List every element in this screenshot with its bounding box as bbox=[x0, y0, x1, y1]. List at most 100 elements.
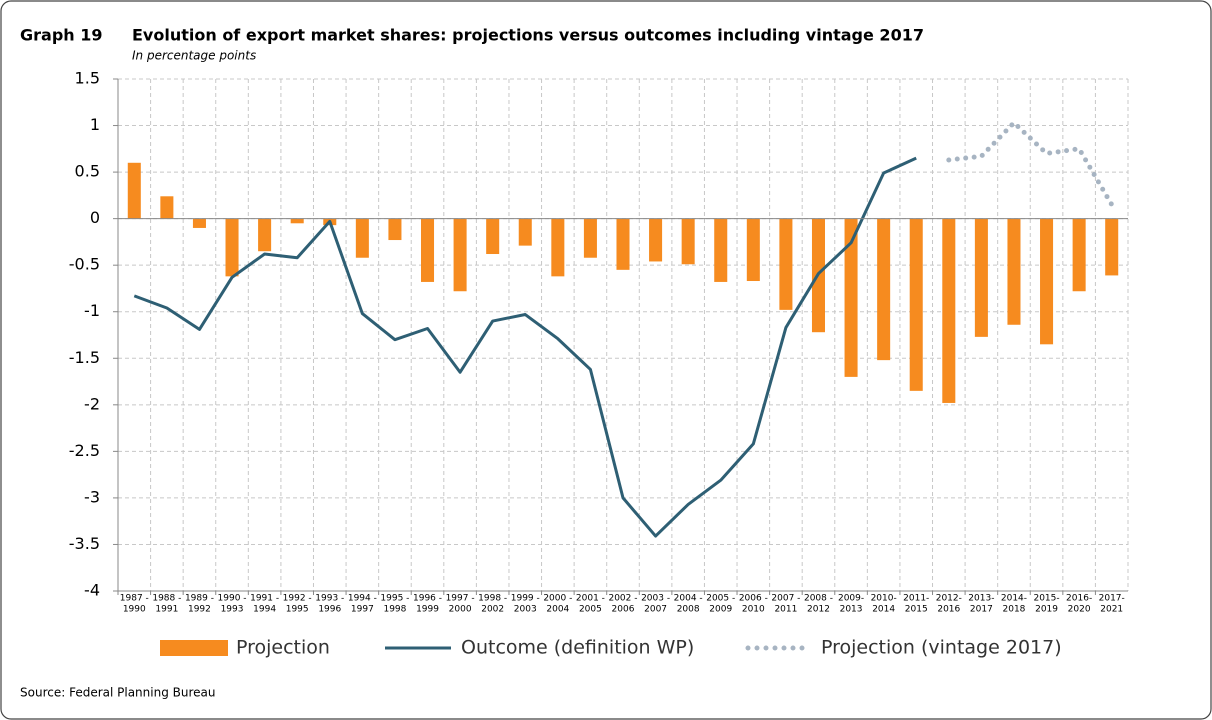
chart-subtitle: In percentage points bbox=[132, 49, 256, 63]
bar bbox=[844, 218, 858, 377]
x-tick-label: 1998 - bbox=[478, 594, 507, 604]
x-tick-label: 2010 bbox=[742, 605, 765, 615]
x-tick-label: 2017- bbox=[1099, 594, 1125, 604]
x-tick-label: 2001 - bbox=[576, 594, 605, 604]
axes: 1.510.50-0.5-1-1.5-2-2.5-3-3.5-4 1987 -19… bbox=[69, 69, 1128, 615]
x-tick-label: 1996 - bbox=[413, 594, 442, 604]
bar bbox=[714, 218, 728, 282]
x-tick-label: 2010- bbox=[871, 594, 897, 604]
x-tick-label: 2005 - bbox=[706, 594, 735, 604]
x-tick-label: 1991 - bbox=[250, 594, 279, 604]
y-tick-label: 0.5 bbox=[75, 162, 100, 181]
chart-title: Evolution of export market shares: proje… bbox=[132, 26, 924, 45]
x-tick-label: 2000 - bbox=[543, 594, 572, 604]
x-tick-label: 1998 bbox=[383, 605, 406, 615]
y-tick-label: -4 bbox=[84, 581, 100, 600]
bar bbox=[518, 218, 532, 246]
x-tick-label: 2015- bbox=[1033, 594, 1059, 604]
bar bbox=[909, 218, 923, 391]
x-tick-label: 1994 - bbox=[348, 594, 377, 604]
bar bbox=[779, 218, 793, 310]
bar bbox=[486, 218, 500, 255]
bar bbox=[421, 218, 435, 282]
legend-label: Projection bbox=[236, 637, 330, 659]
bar bbox=[746, 218, 760, 282]
x-tick-label: 1994 bbox=[253, 605, 276, 615]
x-tick-label: 2005 bbox=[579, 605, 602, 615]
x-tick-label: 2007 bbox=[644, 605, 667, 615]
x-tick-label: 2006 bbox=[612, 605, 635, 615]
x-tick-label: 1989 - bbox=[185, 594, 214, 604]
x-tick-label: 1995 - bbox=[380, 594, 409, 604]
x-tick-label: 1988 - bbox=[152, 594, 181, 604]
x-tick-label: 2002 - bbox=[608, 594, 637, 604]
x-tick-label: 2017 bbox=[970, 605, 993, 615]
x-tick-label: 2016 bbox=[937, 605, 960, 615]
bar bbox=[551, 218, 565, 277]
legend: Projection Outcome (definition WP) Project… bbox=[160, 637, 1062, 659]
x-tick-label: 1995 bbox=[286, 605, 309, 615]
bars bbox=[127, 162, 1119, 403]
x-tick-label: 2019 bbox=[1035, 605, 1058, 615]
x-tick-label: 2006 - bbox=[739, 594, 768, 604]
y-tick-label: -3.5 bbox=[69, 534, 100, 553]
x-tick-label: 2021 bbox=[1100, 605, 1123, 615]
x-tick-label: 2007 - bbox=[771, 594, 800, 604]
x-tick-label: 2000 bbox=[449, 605, 472, 615]
y-tick-label: -3 bbox=[84, 487, 100, 506]
x-tick-label: 1992 - bbox=[283, 594, 312, 604]
legend-label: Outcome (definition WP) bbox=[461, 637, 694, 659]
line bbox=[133, 156, 917, 538]
x-tick-label: 2009 bbox=[709, 605, 732, 615]
y-tick-label: -2 bbox=[84, 394, 100, 413]
bar bbox=[681, 218, 695, 265]
x-tick-label: 2002 bbox=[481, 605, 504, 615]
x-tick-label: 2014 bbox=[872, 605, 895, 615]
bar bbox=[1105, 218, 1119, 276]
bar bbox=[1072, 218, 1086, 292]
y-tick-label: -1.5 bbox=[69, 348, 100, 367]
x-tick-label: 2013- bbox=[968, 594, 994, 604]
legend-swatch bbox=[160, 640, 228, 656]
x-tick-label: 1996 bbox=[318, 605, 341, 615]
x-tick-label: 2015 bbox=[905, 605, 928, 615]
y-tick-label: -0.5 bbox=[69, 255, 100, 274]
y-tick-label: -1 bbox=[84, 301, 100, 320]
y-tick-label: 0 bbox=[90, 208, 100, 227]
bar bbox=[649, 218, 663, 262]
bar bbox=[1007, 218, 1021, 325]
x-tick-label: 1990 bbox=[123, 605, 146, 615]
source: Source: Federal Planning Bureau bbox=[20, 686, 216, 700]
bar bbox=[160, 196, 174, 219]
bar bbox=[877, 218, 891, 361]
x-tick-label: 2012- bbox=[936, 594, 962, 604]
y-tick-label: 1 bbox=[90, 115, 100, 134]
x-tick-label: 2012 bbox=[807, 605, 830, 615]
x-tick-label: 1993 bbox=[221, 605, 244, 615]
line bbox=[946, 120, 1115, 208]
x-tick-label: 2004 - bbox=[674, 594, 703, 604]
x-tick-label: 1991 bbox=[155, 605, 178, 615]
x-tick-label: 1999 bbox=[416, 605, 439, 615]
graph-label: Graph 19 bbox=[20, 26, 103, 45]
legend-label: Projection (vintage 2017) bbox=[821, 637, 1062, 659]
bar bbox=[290, 218, 304, 224]
bar bbox=[453, 218, 467, 292]
bar bbox=[355, 218, 369, 258]
bar bbox=[192, 218, 206, 228]
x-tick-label: 2011 bbox=[774, 605, 797, 615]
x-tick-label: 1999 - bbox=[511, 594, 540, 604]
bar bbox=[583, 218, 597, 258]
x-tick-label: 1987 - bbox=[120, 594, 149, 604]
x-tick-label: 2011- bbox=[903, 594, 929, 604]
x-tick-label: 2014- bbox=[1001, 594, 1027, 604]
bar bbox=[942, 218, 956, 403]
y-tick-label: 1.5 bbox=[75, 69, 100, 88]
bar bbox=[388, 218, 402, 241]
x-tick-label: 1990 - bbox=[218, 594, 247, 604]
x-tick-label: 1993 - bbox=[315, 594, 344, 604]
x-tick-label: 1997 - bbox=[446, 594, 475, 604]
x-tick-label: 2013 bbox=[840, 605, 863, 615]
bar bbox=[225, 218, 239, 277]
